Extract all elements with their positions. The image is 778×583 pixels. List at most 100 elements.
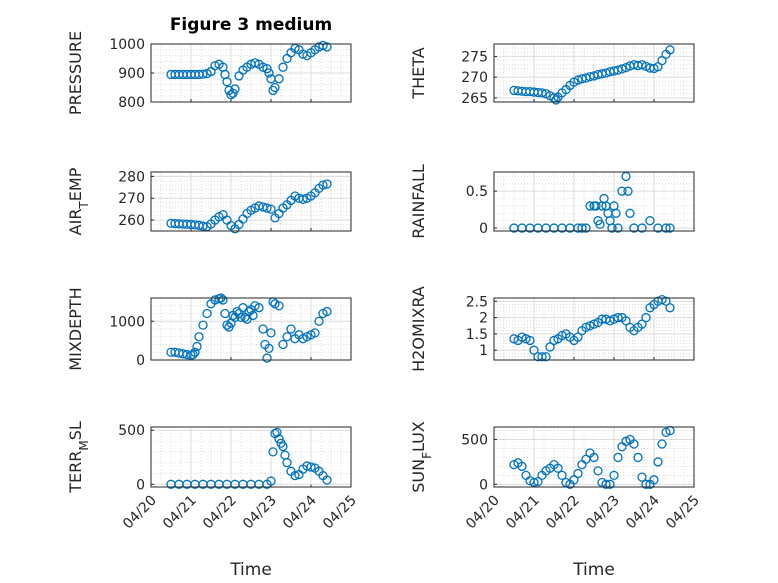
data-point bbox=[278, 62, 288, 72]
y-tick-label: 900 bbox=[118, 66, 145, 82]
data-point bbox=[517, 461, 527, 472]
panel-pressure: 800 900 1000 PRESSURE bbox=[66, 31, 352, 115]
data-point bbox=[274, 74, 284, 84]
data-point bbox=[545, 342, 555, 352]
data-point bbox=[298, 194, 308, 204]
data-point bbox=[220, 308, 230, 319]
data-point bbox=[613, 223, 623, 233]
data-point bbox=[621, 316, 631, 326]
x-tick-label: 04/23 bbox=[583, 493, 623, 533]
data-point bbox=[274, 301, 284, 311]
data-point bbox=[601, 479, 611, 489]
axes-box bbox=[493, 426, 695, 488]
data-point bbox=[272, 427, 282, 438]
data-point bbox=[228, 88, 238, 98]
y-tick-label: 0.5 bbox=[466, 184, 488, 200]
x-tick-label: 04/21 bbox=[160, 493, 200, 533]
y-tick-label: 1.5 bbox=[466, 327, 488, 343]
data-point bbox=[665, 303, 675, 313]
data-point bbox=[282, 458, 292, 468]
data-point bbox=[585, 201, 595, 211]
axes-box bbox=[493, 171, 695, 232]
data-point bbox=[581, 223, 591, 233]
data-point bbox=[202, 308, 212, 319]
data-point bbox=[286, 324, 296, 334]
data-point bbox=[280, 450, 290, 460]
data-point bbox=[537, 88, 547, 98]
y-tick-label: 2.5 bbox=[466, 294, 488, 310]
data-point bbox=[665, 223, 675, 233]
y-tick-label: 1000 bbox=[109, 37, 145, 53]
data-point bbox=[322, 306, 332, 317]
y-tick-label: 1 bbox=[479, 343, 488, 359]
y-tick-label: 265 bbox=[461, 91, 488, 107]
data-point bbox=[595, 219, 605, 230]
data-point bbox=[274, 434, 284, 444]
axes-box bbox=[150, 43, 352, 103]
y-axis-label-4: MIXDEPTH bbox=[66, 287, 85, 370]
data-point bbox=[623, 186, 633, 196]
x-tick-label: 04/20 bbox=[463, 493, 503, 533]
data-point bbox=[607, 223, 617, 233]
data-point bbox=[613, 452, 623, 463]
y-tick-label: 1000 bbox=[109, 314, 145, 330]
panel-sun_flux: 0 500 SUNFLUX 04/20 04/21 04/22 04/23 04/24 04/2… bbox=[409, 421, 703, 532]
data-point bbox=[637, 319, 647, 329]
y-axis-label-5: H2OMIXRA bbox=[409, 286, 428, 372]
data-point bbox=[589, 452, 599, 463]
data-point bbox=[633, 452, 643, 463]
data-point bbox=[192, 341, 202, 352]
data-point bbox=[194, 332, 204, 342]
panel-air_temp: 260 270 280 AIRTEMP bbox=[66, 167, 352, 235]
data-point bbox=[314, 316, 324, 326]
x-tick-label: 04/21 bbox=[503, 493, 543, 533]
data-point bbox=[641, 312, 651, 323]
y-tick-label: 0 bbox=[136, 353, 145, 369]
data-point bbox=[645, 216, 655, 226]
data-point bbox=[268, 447, 278, 457]
data-point bbox=[553, 463, 563, 473]
data-point bbox=[290, 470, 300, 481]
data-point bbox=[258, 62, 268, 72]
data-point bbox=[270, 82, 280, 93]
data-point bbox=[322, 475, 332, 485]
data-point bbox=[649, 475, 659, 485]
data-point bbox=[264, 68, 274, 78]
data-point bbox=[661, 296, 671, 306]
figure-title: Figure 3 medium bbox=[170, 15, 332, 35]
data-point bbox=[665, 45, 675, 55]
data-point bbox=[551, 95, 561, 105]
data-point bbox=[238, 214, 248, 224]
data-point bbox=[593, 466, 603, 476]
data-point bbox=[322, 42, 332, 52]
y-tick-label: 2 bbox=[479, 311, 488, 327]
y-tick-label: 0 bbox=[136, 477, 145, 493]
y-axis-label-7: SUNFLUX bbox=[409, 421, 434, 493]
data-point bbox=[318, 180, 328, 190]
data-point bbox=[617, 442, 627, 452]
panel-rainfall: 0 0.5 RAINFALL bbox=[409, 164, 695, 239]
data-point bbox=[266, 476, 276, 486]
y-tick-label: 0 bbox=[479, 221, 488, 237]
x-tick-label: 04/24 bbox=[280, 492, 320, 532]
data-point bbox=[653, 457, 663, 467]
y-tick-label: 500 bbox=[461, 433, 488, 449]
data-point bbox=[322, 179, 332, 189]
x-tick-label: 04/22 bbox=[543, 493, 583, 533]
axes-box bbox=[150, 171, 352, 232]
data-point bbox=[278, 339, 288, 350]
data-point bbox=[310, 328, 320, 338]
y-tick-label: 800 bbox=[118, 95, 145, 111]
x-axis-label-right: Time bbox=[572, 560, 615, 580]
data-point bbox=[521, 470, 531, 481]
data-point bbox=[254, 303, 264, 313]
data-point bbox=[661, 223, 671, 233]
data-point bbox=[266, 328, 276, 338]
panel-mixdepth: 0 1000 MIXDEPTH bbox=[66, 287, 352, 371]
y-tick-label: 270 bbox=[118, 191, 145, 207]
data-point bbox=[525, 335, 535, 346]
data-point bbox=[230, 84, 240, 94]
data-point bbox=[629, 439, 639, 449]
data-point bbox=[258, 324, 268, 334]
axes-box bbox=[493, 43, 695, 103]
